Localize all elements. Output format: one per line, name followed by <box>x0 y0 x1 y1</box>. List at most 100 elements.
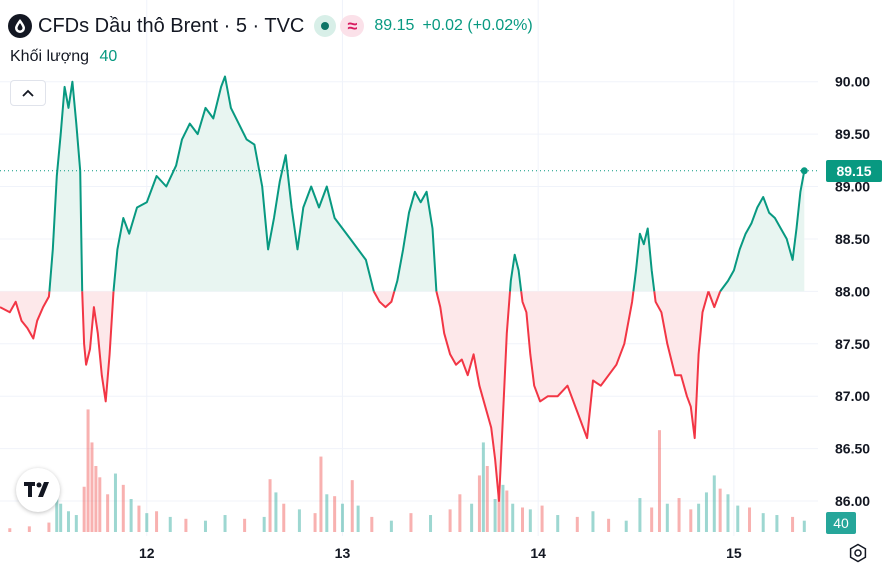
volume-bar <box>591 511 595 532</box>
volume-bar <box>8 528 12 532</box>
price-line-down <box>81 291 115 403</box>
approx-data-icon[interactable]: ≈ <box>340 15 365 37</box>
volume-bar <box>274 492 278 532</box>
area-above-baseline <box>394 191 437 292</box>
last-price-marker <box>800 167 808 175</box>
volume-bar <box>319 456 323 532</box>
volume-bar <box>718 488 722 532</box>
y-tick-label: 88.50 <box>835 231 870 247</box>
area-above-baseline <box>510 254 522 292</box>
volume-bar <box>389 520 393 532</box>
volume-bar <box>791 516 795 532</box>
symbol-title[interactable]: CFDs Dầu thô Brent · 5 · TVC <box>38 14 305 37</box>
volume-bar <box>556 515 560 532</box>
volume-bar <box>350 480 354 532</box>
price-line-down <box>0 291 51 340</box>
volume-bar <box>665 503 669 532</box>
price-line-up <box>393 190 438 292</box>
volume-bar <box>106 494 110 532</box>
volume-bar <box>129 499 133 532</box>
volume-bar <box>268 479 272 532</box>
price-line-down <box>520 291 635 440</box>
last-price-badge: 89.15 <box>826 159 882 182</box>
volume-bar <box>761 513 765 532</box>
y-tick-label: 90.00 <box>835 74 870 90</box>
volume-bar <box>66 511 70 532</box>
area-above-baseline <box>49 81 83 292</box>
y-tick-label: 86.00 <box>835 493 870 509</box>
volume-bar <box>802 520 806 532</box>
volume-bar <box>736 505 740 532</box>
gear-icon[interactable] <box>846 541 870 565</box>
volume-bar <box>94 466 98 532</box>
price-change: +0.02 (+0.02%) <box>422 17 533 34</box>
area-below-baseline <box>654 291 709 439</box>
market-status-icon[interactable] <box>314 15 337 37</box>
volume-bar <box>540 505 544 532</box>
collapse-legend-button[interactable] <box>10 80 46 106</box>
volume-bar <box>575 516 579 532</box>
volume-bar <box>511 503 515 532</box>
volume-bar <box>657 430 661 532</box>
volume-bar <box>409 513 413 532</box>
volume-bar <box>356 505 360 532</box>
volume-bar <box>47 522 51 532</box>
volume-bar <box>697 503 701 532</box>
tradingview-logo[interactable] <box>16 468 60 512</box>
volume-bar <box>501 484 505 532</box>
price-line-up <box>48 80 84 292</box>
volume-bar <box>712 475 716 532</box>
volume-bar <box>86 409 90 532</box>
volume-bar <box>677 498 681 532</box>
volume-bar <box>748 507 752 532</box>
price-line-up <box>509 253 523 292</box>
volume-bar <box>333 496 337 532</box>
last-price: 89.15 <box>374 17 415 34</box>
y-tick-label: 86.50 <box>835 441 870 457</box>
symbol-header: CFDs Dầu thô Brent · 5 · TVC ≈ 89.15 +0.… <box>8 12 533 40</box>
volume-bar <box>113 473 117 532</box>
volume-bar <box>370 516 374 532</box>
x-tick-label: 12 <box>139 545 155 561</box>
volume-bar <box>497 477 501 532</box>
volume-legend[interactable]: Khối lượng 40 <box>10 48 117 66</box>
volume-bar <box>121 484 125 532</box>
volume-value: 40 <box>99 48 118 65</box>
y-tick-label: 88.00 <box>835 283 870 299</box>
price-line-up <box>719 170 806 292</box>
volume-bar <box>477 475 481 532</box>
volume-bar <box>481 442 485 532</box>
area-below-baseline <box>436 291 510 501</box>
volume-bar <box>448 509 452 532</box>
area-below-baseline <box>521 291 634 439</box>
oil-drop-icon[interactable] <box>8 14 32 38</box>
volume-label: Khối lượng <box>10 48 90 65</box>
volume-bar <box>521 507 525 532</box>
price-line-up <box>632 227 656 292</box>
volume-bar <box>607 518 611 532</box>
volume-bar <box>155 511 159 532</box>
volume-bar <box>59 503 63 532</box>
volume-bar <box>74 515 78 532</box>
x-tick-label: 14 <box>530 545 546 561</box>
volume-bar <box>184 518 188 532</box>
volume-bar <box>505 490 509 532</box>
volume-bar <box>145 513 149 532</box>
price-line-down <box>707 291 722 309</box>
volume-bar <box>624 520 628 532</box>
volume-bar <box>704 492 708 532</box>
volume-bar <box>223 515 227 532</box>
volume-bar <box>775 515 779 532</box>
volume-bar <box>98 477 102 532</box>
volume-bar <box>27 526 31 532</box>
volume-bar <box>528 509 532 532</box>
y-tick-label: 89.00 <box>835 179 870 195</box>
y-tick-label: 89.50 <box>835 126 870 142</box>
volume-bar <box>90 442 94 532</box>
volume-bar <box>493 499 497 532</box>
volume-bar <box>82 486 86 532</box>
volume-bar <box>429 515 433 532</box>
volume-bar <box>297 509 301 532</box>
volume-bar <box>168 516 172 532</box>
